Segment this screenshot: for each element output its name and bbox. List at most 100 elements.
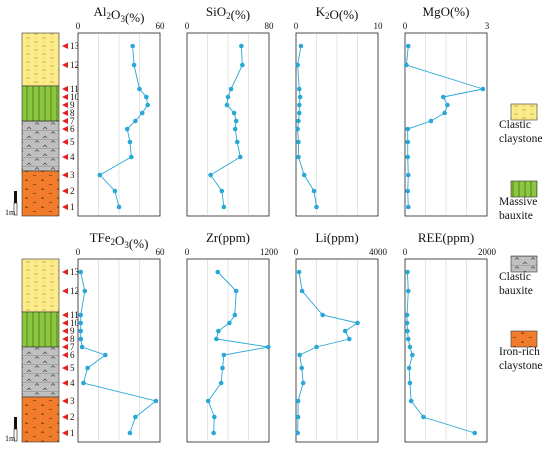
sample-number: 3 [70, 170, 75, 180]
scale-bar-white [13, 202, 18, 216]
sample-arrow [62, 94, 68, 100]
data-point [410, 352, 415, 358]
sample-arrow [62, 118, 68, 124]
legend-item: Clastic bauxite [499, 255, 538, 297]
sample-arrow [62, 110, 68, 116]
data-point [78, 336, 84, 342]
panel-title: MgO(%) [423, 4, 470, 19]
sample-number: 5 [70, 363, 75, 373]
sample-number: 12 [70, 60, 79, 70]
sample-arrow [62, 380, 68, 386]
data-point [78, 312, 84, 318]
data-point [216, 328, 221, 334]
data-point [296, 102, 302, 108]
data-point [407, 344, 413, 350]
data-point [295, 414, 301, 420]
sample-arrow [62, 172, 68, 178]
sample-arrow [62, 312, 68, 318]
data-point [145, 102, 150, 108]
sample-number: 9 [70, 100, 75, 110]
data-point [296, 154, 301, 160]
data-point [211, 430, 216, 436]
sample-arrow [62, 328, 68, 334]
data-point [233, 118, 239, 124]
tick-label-max: 3 [485, 21, 490, 31]
tick-label-max: 10 [374, 21, 384, 31]
tick-label-max: 60 [156, 247, 166, 257]
tick-label-min: 0 [403, 247, 408, 257]
tick-label-max: 60 [156, 21, 166, 31]
sample-number: 4 [70, 152, 75, 162]
data-point [314, 344, 319, 350]
data-point [295, 398, 301, 404]
data-point [405, 139, 411, 145]
sample-number: 3 [70, 396, 75, 406]
chart-panels: 0 60 Al2O3(%) 0 80 SiO2(%) 0 10 K2O(%) 0 3 MgO(%) 0 6… [76, 4, 497, 443]
sample-arrow [62, 344, 68, 350]
scale-bar: 1m [5, 191, 18, 217]
sample-number: 6 [70, 124, 75, 134]
data-point [405, 43, 411, 49]
data-point [296, 86, 302, 92]
legend-label-line2: claystone [499, 133, 542, 145]
scale-bar: 1m [5, 417, 18, 443]
data-point [212, 414, 217, 420]
data-point [234, 139, 240, 145]
data-point [296, 118, 301, 124]
data-point [124, 126, 130, 132]
data-point [296, 110, 302, 116]
tick-label-max: 1200 [260, 247, 279, 257]
data-point [355, 320, 360, 326]
data-point [406, 365, 412, 371]
tick-label-min: 0 [294, 21, 299, 31]
chart-panel: 0 1200 Zr(ppm) [185, 230, 279, 443]
data-point [116, 204, 122, 210]
legend-swatch [510, 103, 538, 121]
sample-arrow [62, 43, 68, 49]
sample-number: 13 [70, 267, 80, 277]
legend-swatch [510, 180, 538, 198]
data-point [129, 154, 134, 160]
tick-label-min: 0 [185, 247, 190, 257]
data-point [205, 398, 211, 404]
sample-arrow [62, 269, 68, 275]
data-point [238, 154, 243, 160]
scale-bar-black [14, 417, 17, 429]
data-point [240, 62, 245, 68]
massive-bauxite-layer [21, 85, 60, 122]
sample-arrow [62, 204, 68, 210]
data-point [407, 380, 413, 386]
legend-label-line2: bauxite [499, 285, 533, 297]
data-point [130, 43, 135, 49]
sample-arrow [62, 154, 68, 160]
data-point [296, 139, 301, 145]
sample-arrow [62, 102, 68, 108]
panel-title: Li(ppm) [315, 230, 358, 245]
clastic-claystone-layer [21, 258, 60, 313]
data-point [214, 336, 219, 342]
legend-swatch [510, 330, 538, 348]
data-point [405, 328, 410, 334]
tick-label-max: 80 [265, 21, 275, 31]
sample-arrow [62, 414, 68, 420]
sample-number: 6 [70, 350, 75, 360]
data-point [295, 430, 300, 436]
chart-panel: 0 60 TFe2O3(%) [76, 230, 166, 443]
panel-title: Al2O3(%) [94, 4, 145, 25]
data-point [133, 118, 138, 124]
sample-number: 11 [70, 310, 79, 320]
data-point [224, 102, 230, 108]
sample-arrow [62, 288, 68, 294]
chart-panel: 0 2000 REE(ppm) [403, 230, 497, 443]
data-point [215, 269, 221, 275]
data-point [297, 94, 303, 100]
iron-claystone-layer [21, 170, 60, 217]
data-point [404, 312, 410, 318]
data-point [405, 172, 411, 178]
data-point [266, 344, 271, 350]
clastic-bauxite-layer [21, 346, 60, 398]
data-point [421, 414, 426, 420]
legend-label-line2: claystone [499, 360, 542, 372]
sample-number: 2 [70, 186, 75, 196]
